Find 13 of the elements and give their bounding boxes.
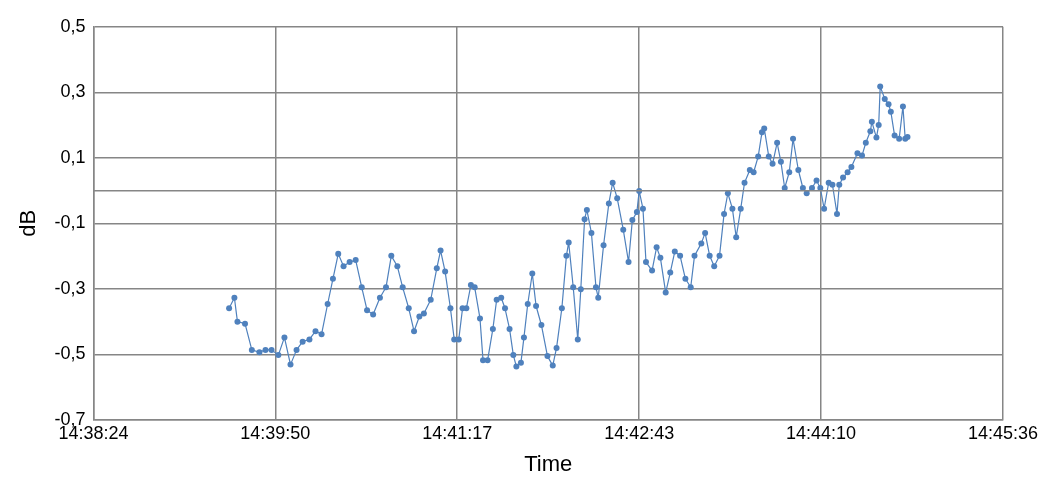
y-tick-label: -0,5 — [54, 343, 86, 364]
x-tick-label: 14:45:36 — [967, 422, 1039, 443]
x-tick-label: 14:42:43 — [604, 422, 675, 443]
y-tick-label: -0,1 — [54, 212, 86, 233]
y-tick-label: 0,3 — [60, 81, 86, 102]
y-tick-label: 0,1 — [60, 146, 86, 167]
x-tick-label: 14:44:10 — [786, 422, 857, 443]
x-tick-label: 14:41:17 — [422, 422, 493, 443]
y-tick-label: 0,5 — [60, 15, 86, 36]
y-tick-label: -0,3 — [54, 277, 86, 298]
x-tick-label: 14:39:50 — [240, 422, 311, 443]
x-axis-title: Time — [524, 450, 573, 476]
y-axis-title: dB — [15, 209, 41, 237]
